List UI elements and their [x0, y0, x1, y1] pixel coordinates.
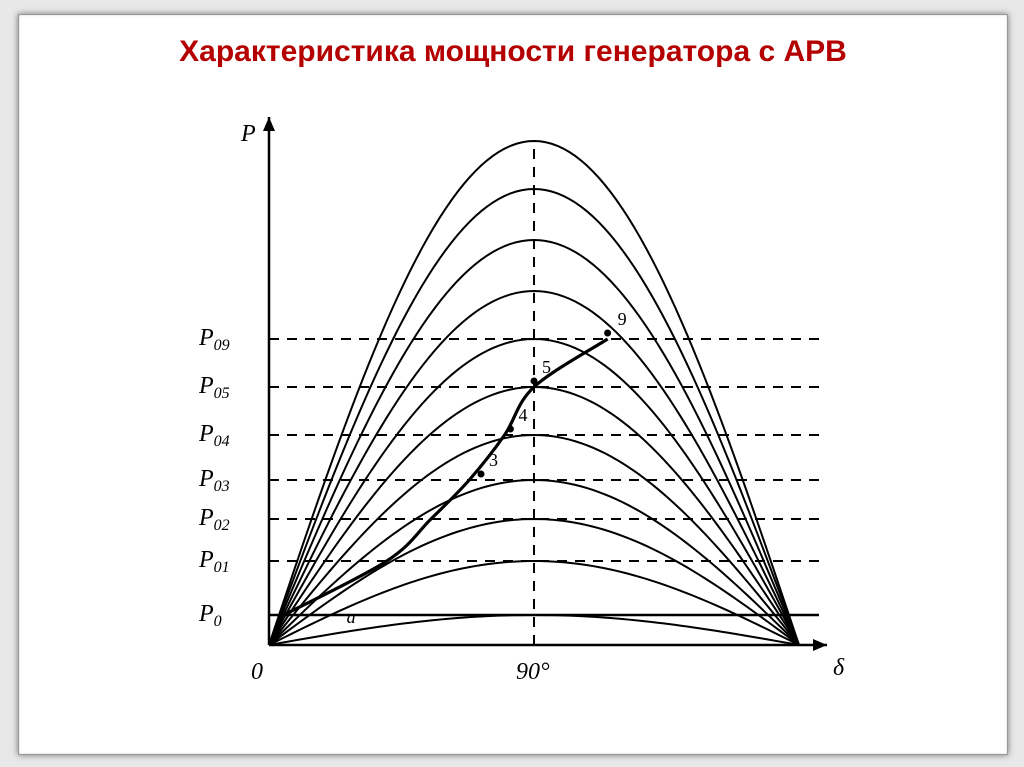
op-point-3: [478, 471, 485, 478]
op-point-label-4: 4: [518, 405, 527, 425]
x-axis-label: δ: [833, 655, 845, 681]
op-point-label-3: 3: [489, 450, 498, 470]
op-point-label-a: a: [347, 607, 356, 627]
slide-title: Характеристика мощности генератора с АРВ: [19, 35, 1007, 69]
ylabel-03: P03: [198, 466, 230, 495]
ylabel-04: P04: [198, 421, 230, 450]
y-axis-arrow: [263, 117, 275, 131]
ylabel-05: P05: [198, 373, 230, 402]
power-chart: P0 P01 P02 P03 P04 P05 P09 Pδ 0 90° 3 4 5 9 a: [159, 115, 859, 715]
op-point-5: [531, 378, 538, 385]
slide-frame: Характеристика мощности генератора с АРВ…: [18, 14, 1008, 755]
x-axis-arrow: [813, 639, 827, 651]
op-point-4: [507, 426, 514, 433]
x-tick-90: 90°: [516, 659, 550, 685]
op-point-label-5: 5: [542, 357, 551, 377]
op-point-9: [604, 330, 611, 337]
ylabel-09: P09: [198, 325, 230, 354]
ylabel-01: P01: [198, 547, 230, 576]
y-axis-label: P: [240, 121, 256, 147]
sine-curve-7: [269, 291, 799, 645]
origin-label: 0: [251, 659, 263, 685]
op-point-label-9: 9: [618, 309, 627, 329]
ylabel-02: P02: [198, 505, 230, 534]
ylabel-0: P0: [198, 601, 222, 630]
